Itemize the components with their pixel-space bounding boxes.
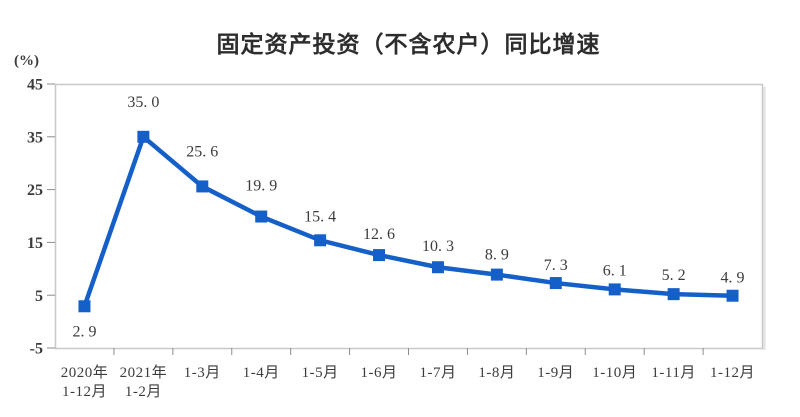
data-point-marker	[255, 210, 268, 223]
x-axis-tick-label: 1-3月	[184, 365, 221, 381]
data-point-marker	[196, 180, 209, 193]
data-point-marker	[490, 268, 503, 281]
x-axis-tick-label: 1-8月	[478, 365, 515, 381]
data-label: 25. 6	[186, 143, 218, 160]
plot-border	[54, 83, 764, 350]
y-axis-tick-label: 5	[35, 288, 43, 305]
x-axis-tick-label: 1-4月	[243, 365, 280, 381]
x-axis-tick-label: 1-11月	[651, 365, 695, 381]
data-label: 4. 9	[721, 270, 745, 287]
data-label: 15. 4	[304, 208, 336, 225]
data-point-marker	[314, 234, 327, 247]
data-point-marker	[608, 283, 621, 296]
data-label: 6. 1	[603, 262, 627, 279]
data-label: 5. 2	[662, 267, 686, 284]
series-line	[82, 132, 733, 308]
y-axis-tick-label: 45	[27, 77, 43, 94]
x-axis-tick-label: 2020年 1-12月	[61, 364, 109, 400]
data-point-marker	[137, 130, 150, 143]
data-point-marker	[373, 249, 386, 262]
data-point-marker	[549, 277, 562, 290]
data-label: 10. 3	[422, 238, 454, 255]
data-label: 19. 9	[245, 178, 277, 195]
y-axis-tick-label: -5	[30, 341, 43, 358]
data-point-marker	[431, 261, 444, 274]
chart-title: 固定资产投资（不含农户）同比增速	[216, 32, 601, 57]
data-label: 35. 0	[127, 94, 159, 111]
x-axis-tick-label: 1-12月	[710, 365, 755, 381]
data-label: 2. 9	[72, 323, 96, 340]
x-axis-tick-label: 1-9月	[537, 365, 574, 381]
x-axis-tick-label: 1-7月	[419, 365, 456, 381]
x-axis-tick-label: 2021年 1-2月	[120, 364, 168, 400]
data-point-marker	[726, 289, 739, 302]
y-axis-tick-label: 35	[27, 129, 43, 146]
y-axis-unit-label: (%)	[14, 53, 39, 69]
x-axis-tick-label: 1-10月	[592, 365, 637, 381]
y-axis-tick-label: 15	[27, 235, 43, 252]
y-axis-tick-label: 25	[27, 182, 43, 199]
x-axis-tick-label: 1-6月	[361, 365, 398, 381]
x-axis-tick-label: 1-5月	[302, 365, 339, 381]
data-label: 7. 3	[544, 257, 568, 274]
data-label: 8. 9	[485, 247, 509, 264]
data-point-marker	[667, 288, 680, 301]
data-point-marker	[78, 300, 91, 313]
data-label: 12. 6	[363, 226, 395, 243]
